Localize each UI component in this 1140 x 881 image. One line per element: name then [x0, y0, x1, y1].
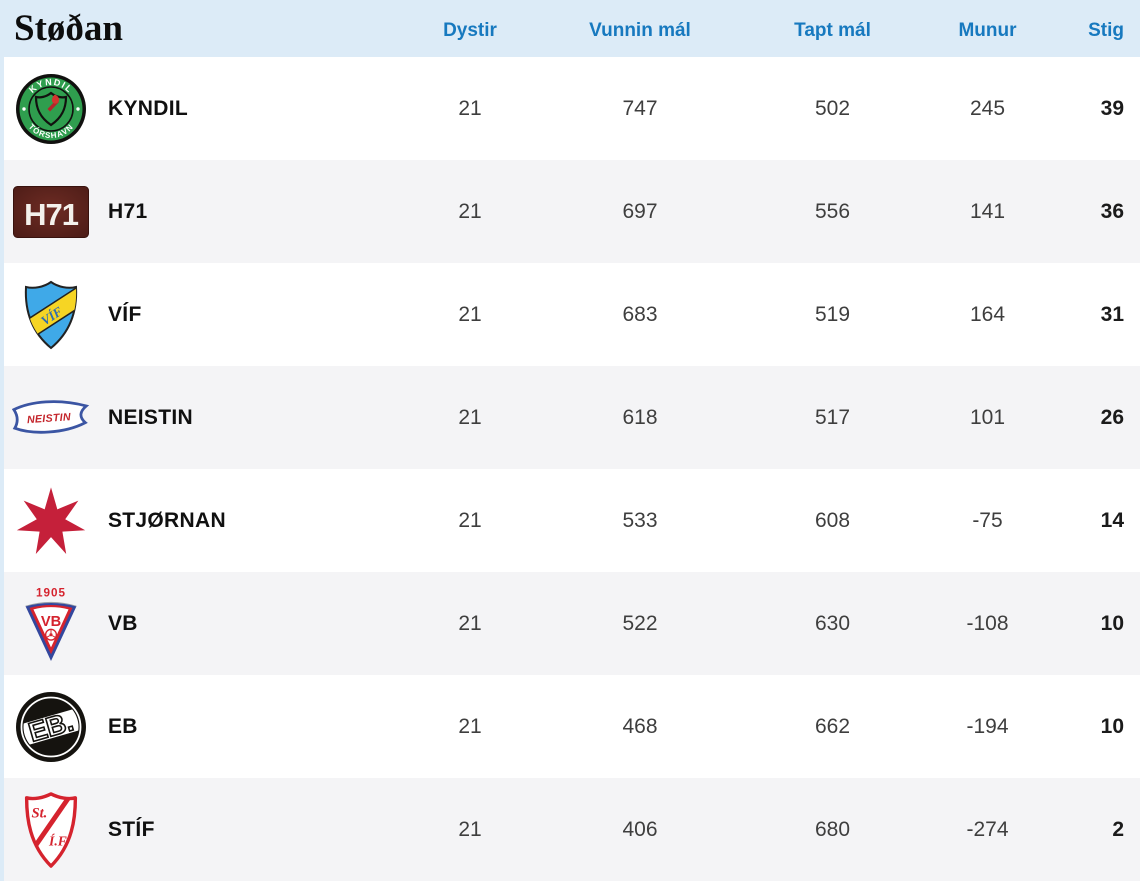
table-row[interactable]: STJØRNAN 21 533 608 -75 14 [4, 469, 1140, 572]
team-cell: St. Í.F STÍF [4, 791, 390, 869]
team-name: STÍF [108, 817, 155, 841]
difference-value: -194 [966, 714, 1009, 738]
team-cell: H71 H71 [4, 185, 390, 238]
neistin-logo-icon: NEISTIN [12, 395, 90, 441]
kyndil-logo-icon: KYNDIL TÓRSHAVN [12, 73, 90, 145]
difference-value: 245 [969, 96, 1006, 120]
points-value: 36 [1100, 199, 1124, 223]
goals-against-value: 502 [814, 96, 851, 120]
goals-against-value: 519 [814, 302, 851, 326]
stjornan-logo-icon [12, 485, 90, 557]
team-cell: STJØRNAN [4, 485, 390, 557]
goals-for-value: 533 [622, 508, 658, 532]
difference-value: -75 [972, 508, 1003, 532]
played-value: 21 [458, 714, 482, 738]
team-name: STJØRNAN [108, 508, 226, 532]
team-cell: 1905 VB VB [4, 585, 390, 663]
table-row[interactable]: H71 H71 21 697 556 141 36 [4, 160, 1140, 263]
stif-top-text: St. [32, 805, 48, 821]
goals-for-value: 468 [622, 714, 658, 738]
points-value: 31 [1100, 302, 1124, 326]
goals-for-value: 697 [622, 199, 658, 223]
goals-against-value: 630 [814, 611, 851, 635]
goals-for-value: 683 [622, 302, 658, 326]
column-header-stig: Stig [1088, 19, 1124, 41]
table-row[interactable]: NEISTIN NEISTIN 21 618 517 101 26 [4, 366, 1140, 469]
column-header-dystir: Dystir [443, 19, 497, 41]
page-title: Støðan [14, 8, 123, 49]
played-value: 21 [458, 405, 482, 429]
table-row[interactable]: VÍF VÍF 21 683 519 164 31 [4, 263, 1140, 366]
points-value: 10 [1100, 611, 1124, 635]
team-name: H71 [108, 199, 148, 223]
difference-value: -108 [966, 611, 1009, 635]
difference-value: 141 [969, 199, 1006, 223]
column-header-tapt-mal: Tapt mál [794, 19, 871, 41]
team-cell: VÍF VÍF [4, 279, 390, 351]
goals-for-value: 406 [622, 817, 658, 841]
played-value: 21 [458, 817, 482, 841]
eb-logo-icon: EB. [12, 691, 90, 763]
goals-against-value: 608 [814, 508, 851, 532]
column-header-munur: Munur [958, 19, 1017, 41]
played-value: 21 [458, 302, 482, 326]
team-name: VB [108, 611, 138, 635]
played-value: 21 [458, 611, 482, 635]
goals-against-value: 517 [814, 405, 851, 429]
goals-against-value: 680 [814, 817, 851, 841]
h71-logo-icon: H71 [12, 185, 90, 238]
difference-value: 164 [969, 302, 1006, 326]
goals-for-value: 747 [622, 96, 658, 120]
table-row[interactable]: KYNDIL TÓRSHAVN KYNDIL 21 747 502 245 39 [4, 57, 1140, 160]
stif-logo-icon: St. Í.F [12, 791, 90, 869]
table-row[interactable]: 1905 VB VB 21 522 630 -108 10 [4, 572, 1140, 675]
points-value: 10 [1100, 714, 1124, 738]
column-header-vunnin-mal: Vunnin mál [589, 19, 691, 41]
team-name: EB [108, 714, 138, 738]
team-cell: EB. EB [4, 691, 390, 763]
difference-value: 101 [969, 405, 1006, 429]
stif-bottom-text: Í.F [48, 832, 67, 848]
goals-against-value: 662 [814, 714, 851, 738]
table-row[interactable]: EB. EB 21 468 662 -194 10 [4, 675, 1140, 778]
points-value: 26 [1100, 405, 1124, 429]
goals-for-value: 522 [622, 611, 658, 635]
vif-logo-icon: VÍF [12, 279, 90, 351]
points-value: 39 [1100, 96, 1124, 120]
goals-against-value: 556 [814, 199, 851, 223]
team-name: NEISTIN [108, 405, 193, 429]
table-row[interactable]: St. Í.F STÍF 21 406 680 -274 2 [4, 778, 1140, 881]
h71-label: H71 [24, 197, 79, 232]
points-value: 14 [1100, 508, 1124, 532]
played-value: 21 [458, 96, 482, 120]
team-cell: NEISTIN NEISTIN [4, 395, 390, 441]
vb-logo-icon: 1905 VB [12, 585, 90, 663]
team-name: VÍF [108, 302, 142, 326]
standings-header: Støðan Dystir Vunnin mál Tapt mál Munur … [4, 0, 1140, 57]
difference-value: -274 [966, 817, 1009, 841]
goals-for-value: 618 [622, 405, 658, 429]
team-name: KYNDIL [108, 96, 188, 120]
vb-label: VB [41, 613, 61, 629]
neistin-label: NEISTIN [27, 411, 72, 426]
vb-year: 1905 [36, 586, 66, 599]
played-value: 21 [458, 199, 482, 223]
played-value: 21 [458, 508, 482, 532]
points-value: 2 [1112, 817, 1124, 841]
team-cell: KYNDIL TÓRSHAVN KYNDIL [4, 73, 390, 145]
standings-table: KYNDIL TÓRSHAVN KYNDIL 21 747 502 245 39 [4, 57, 1140, 881]
